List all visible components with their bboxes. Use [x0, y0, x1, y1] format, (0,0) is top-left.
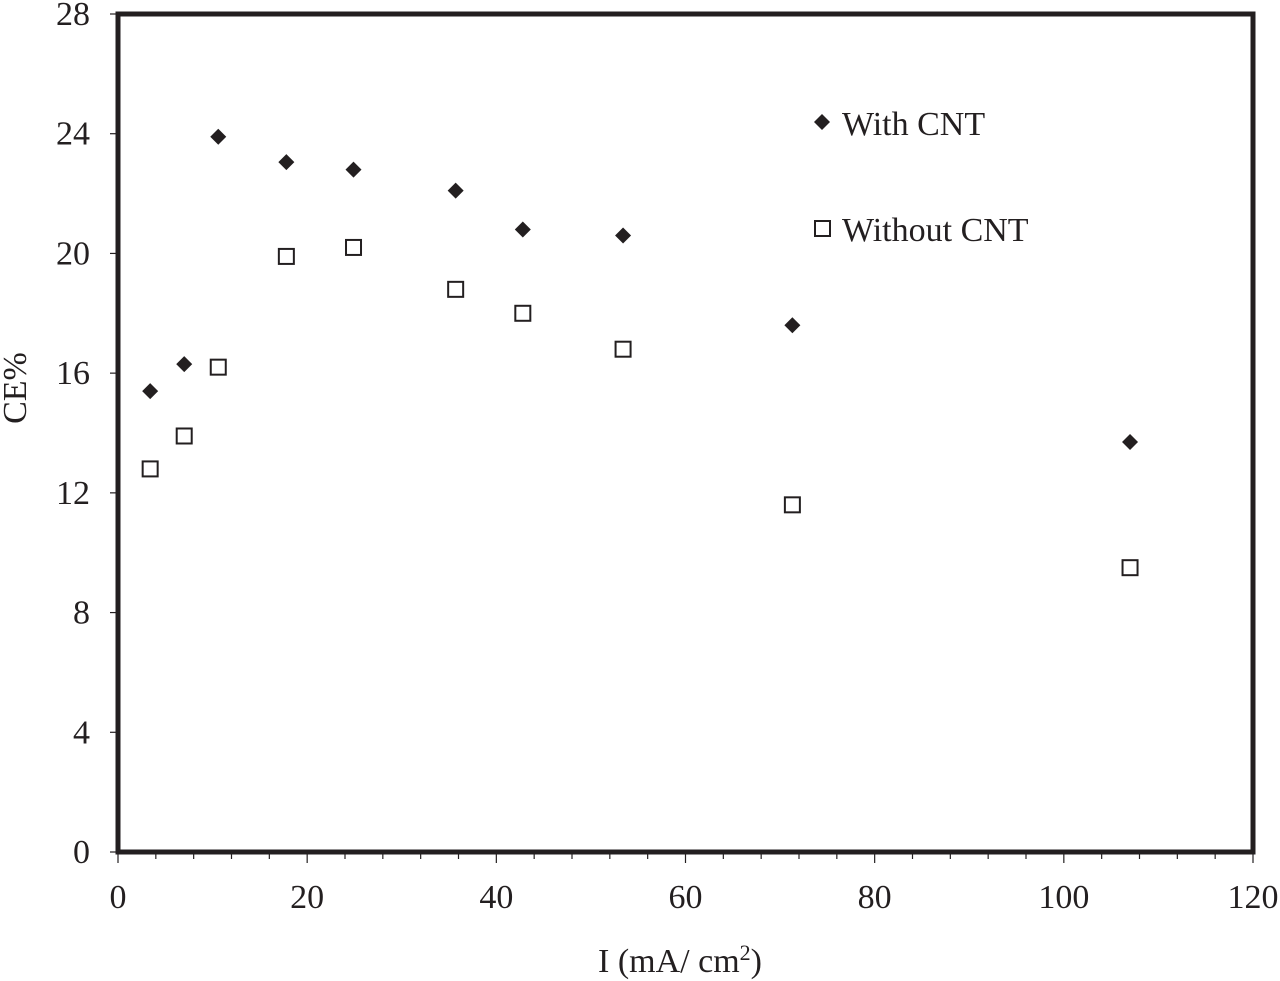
y-tick-label: 0 [73, 834, 90, 871]
y-tick-label: 8 [73, 595, 90, 632]
point-with-cnt [447, 182, 464, 199]
point-with-cnt [514, 221, 531, 238]
x-tick-label: 0 [110, 879, 127, 916]
x-axis-label-main: I (mA/ cm [598, 943, 740, 980]
y-tick-label: 16 [56, 355, 90, 392]
point-without-cnt [277, 247, 295, 265]
point-with-cnt [784, 317, 801, 334]
y-tick-label: 12 [56, 475, 90, 512]
point-with-cnt [278, 154, 295, 171]
legend: With CNT Without CNT [814, 106, 1029, 249]
point-with-cnt [176, 356, 193, 373]
point-with-cnt [142, 383, 159, 400]
x-axis-label-sup: 2 [740, 940, 751, 965]
point-without-cnt [175, 427, 193, 445]
point-with-cnt [1122, 433, 1139, 450]
point-with-cnt [615, 227, 632, 244]
y-axis-label: CE% [0, 352, 34, 424]
y-tick-label: 28 [56, 0, 90, 33]
x-axis-label: I (mA/ cm2) [598, 940, 762, 980]
x-axis-label-suffix: ) [751, 943, 762, 980]
axes: 0 20 40 60 80 100 120 0 4 8 12 16 20 24 28 [56, 0, 1279, 916]
point-without-cnt [447, 280, 465, 298]
point-without-cnt [783, 496, 801, 514]
y-tick-label: 4 [73, 714, 90, 751]
point-without-cnt [1121, 559, 1139, 577]
legend-marker-with-cnt [814, 114, 830, 130]
data-points [141, 128, 1139, 577]
x-tick-label: 20 [290, 879, 324, 916]
point-with-cnt [345, 161, 362, 178]
legend-marker-without-cnt [814, 220, 831, 237]
legend-label-with-cnt: With CNT [842, 106, 985, 143]
point-without-cnt [345, 238, 363, 256]
point-without-cnt [614, 340, 632, 358]
x-tick-label: 60 [669, 879, 703, 916]
point-with-cnt [210, 128, 227, 145]
y-tick-label: 20 [56, 235, 90, 272]
x-tick-label: 40 [479, 879, 513, 916]
y-tick-label: 24 [56, 116, 90, 153]
point-without-cnt [209, 358, 227, 376]
x-tick-label: 120 [1228, 879, 1279, 916]
point-without-cnt [141, 460, 159, 478]
x-tick-label: 100 [1038, 879, 1089, 916]
legend-label-without-cnt: Without CNT [842, 212, 1029, 249]
plot-frame [115, 11, 1256, 855]
point-without-cnt [514, 304, 532, 322]
x-tick-label: 80 [858, 879, 892, 916]
